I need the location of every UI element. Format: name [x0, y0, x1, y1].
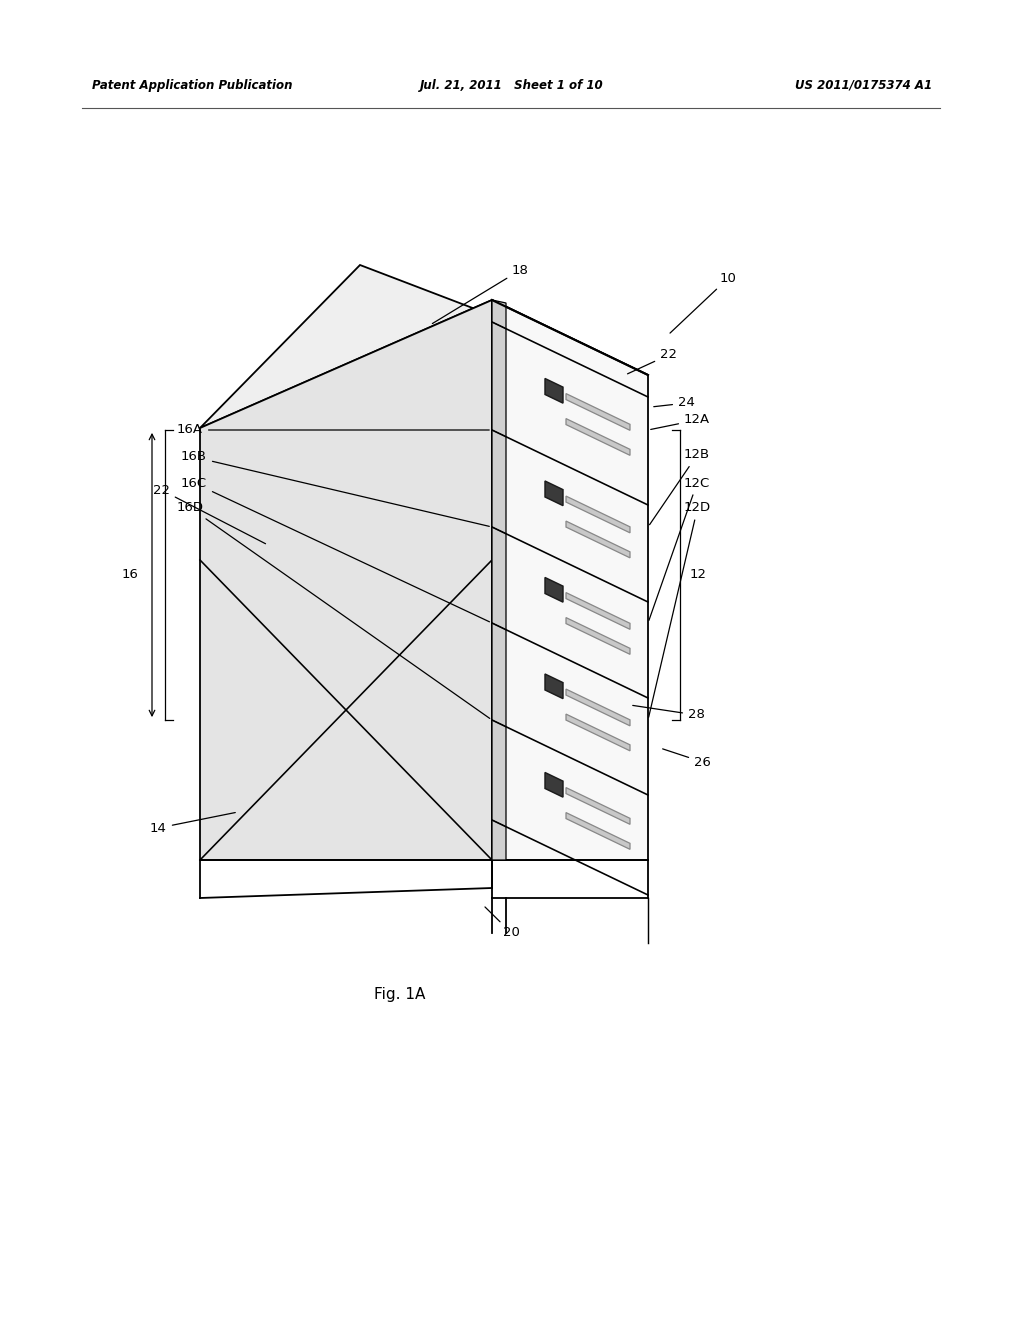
Polygon shape [566, 618, 630, 655]
Text: 10: 10 [670, 272, 737, 333]
Polygon shape [545, 675, 563, 698]
Polygon shape [566, 788, 630, 825]
Text: 16A: 16A [177, 424, 489, 437]
Polygon shape [566, 521, 630, 558]
Text: 12: 12 [690, 569, 707, 582]
Text: 28: 28 [633, 705, 705, 722]
Text: 14: 14 [150, 813, 236, 834]
Polygon shape [566, 393, 630, 430]
Polygon shape [545, 772, 563, 797]
Text: Jul. 21, 2011   Sheet 1 of 10: Jul. 21, 2011 Sheet 1 of 10 [420, 78, 604, 91]
Text: 16: 16 [121, 569, 138, 582]
Polygon shape [200, 265, 648, 428]
Text: 16C: 16C [181, 477, 489, 622]
Text: 22: 22 [153, 483, 265, 544]
Polygon shape [566, 496, 630, 533]
Polygon shape [566, 689, 630, 726]
Text: US 2011/0175374 A1: US 2011/0175374 A1 [795, 78, 932, 91]
Polygon shape [545, 577, 563, 602]
Text: 26: 26 [663, 748, 711, 768]
Text: Fig. 1A: Fig. 1A [375, 987, 426, 1002]
Text: 20: 20 [485, 907, 520, 940]
Text: 18: 18 [432, 264, 528, 323]
Polygon shape [566, 418, 630, 455]
Polygon shape [200, 300, 492, 861]
Text: 12C: 12C [649, 477, 711, 620]
Polygon shape [566, 714, 630, 751]
Text: 24: 24 [653, 396, 695, 409]
Text: 12B: 12B [649, 449, 710, 525]
Text: 22: 22 [628, 348, 677, 374]
Text: 16D: 16D [177, 502, 489, 718]
Polygon shape [566, 593, 630, 630]
Polygon shape [492, 300, 506, 861]
Text: 12D: 12D [648, 502, 711, 717]
Text: 16B: 16B [181, 450, 489, 527]
Text: Patent Application Publication: Patent Application Publication [92, 78, 293, 91]
Polygon shape [545, 379, 563, 403]
Polygon shape [492, 300, 648, 861]
Text: 12A: 12A [650, 413, 710, 429]
Polygon shape [566, 813, 630, 849]
Polygon shape [545, 480, 563, 506]
